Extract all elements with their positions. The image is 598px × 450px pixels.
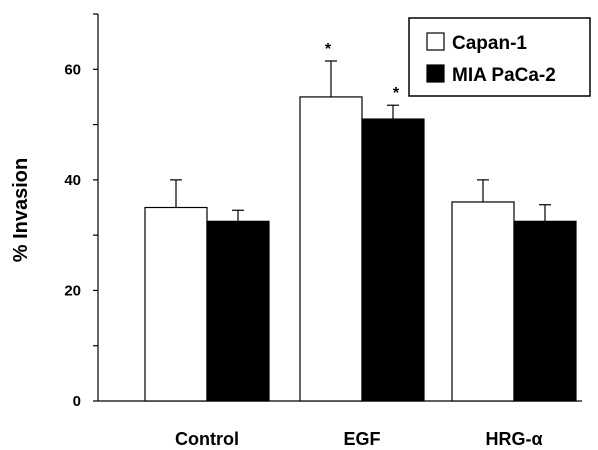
y-tick-label: 60 — [64, 61, 81, 78]
x-category-label: Control — [175, 429, 239, 449]
legend-label: MIA PaCa-2 — [452, 65, 556, 86]
bar-mia-paca-2-1 — [361, 118, 425, 402]
bars — [144, 96, 577, 402]
legend: Capan-1 MIA PaCa-2 — [408, 17, 591, 97]
x-axis-category-labels: Control EGF HRG-α — [175, 429, 543, 449]
significance-asterisk: * — [393, 85, 400, 102]
bar-capan-1-0 — [144, 206, 208, 402]
bar-capan-1-1 — [299, 96, 363, 402]
bar-capan-1-2 — [451, 201, 515, 402]
y-axis-ticks: 0 20 40 60 — [64, 13, 98, 410]
significance-markers: ** — [325, 41, 400, 102]
bar-mia-paca-2-2 — [513, 220, 577, 402]
significance-asterisk: * — [325, 41, 332, 58]
x-category-label: HRG-α — [485, 429, 542, 449]
legend-label: Capan-1 — [452, 33, 527, 54]
y-tick-label: 0 — [73, 393, 81, 410]
legend-box — [408, 17, 591, 97]
x-category-label: EGF — [343, 429, 380, 449]
y-axis-label: % Invasion — [10, 158, 32, 262]
y-tick-label: 20 — [64, 282, 81, 299]
legend-swatch — [426, 64, 445, 83]
bar-mia-paca-2-0 — [206, 220, 270, 402]
legend-swatch — [426, 32, 445, 51]
y-tick-label: 40 — [64, 172, 81, 189]
error-bars — [170, 60, 551, 222]
